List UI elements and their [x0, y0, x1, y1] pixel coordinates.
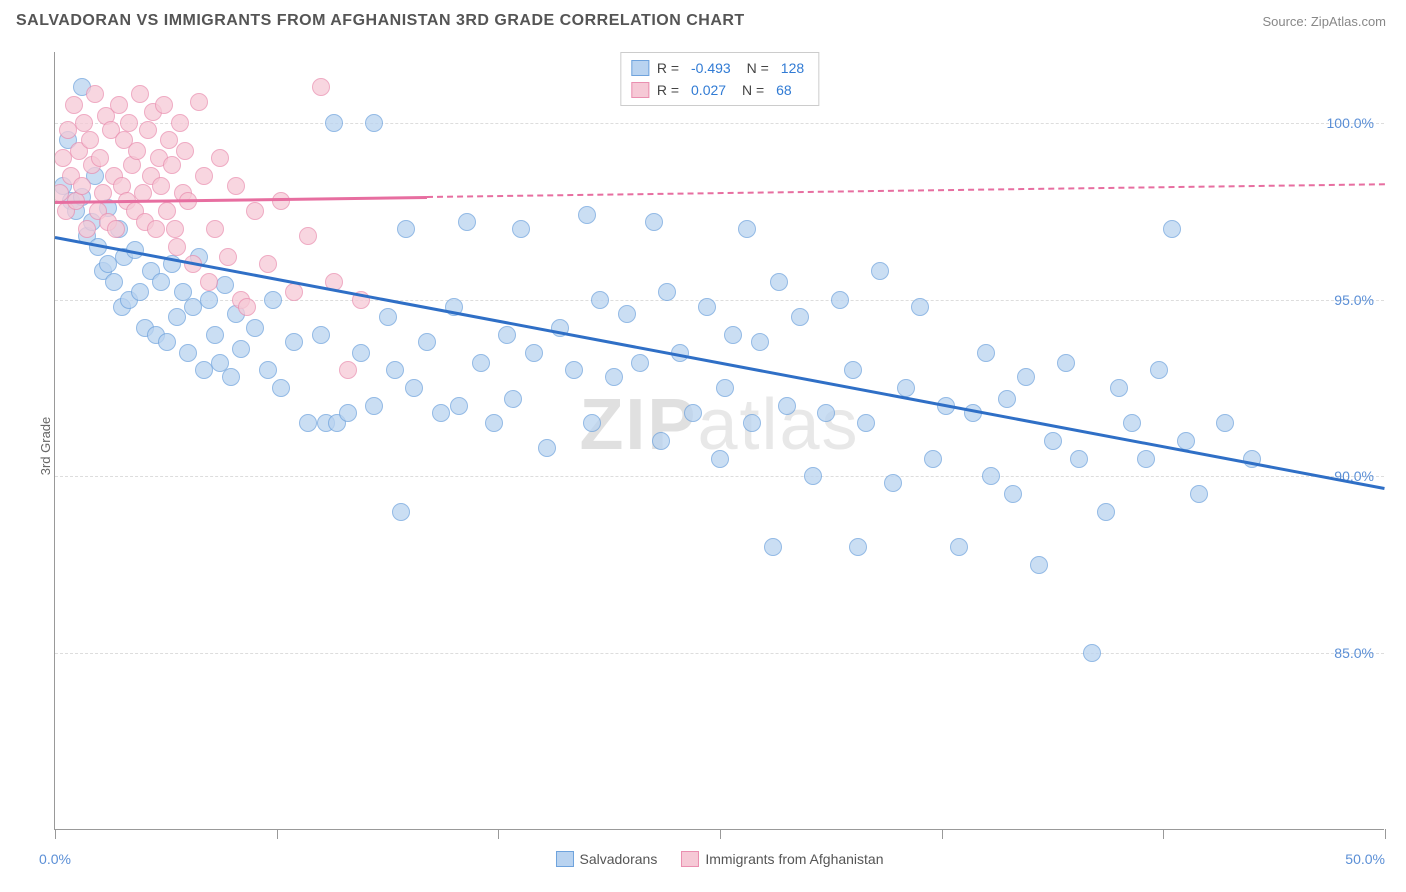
stat-r-2: 0.027 — [687, 79, 730, 101]
header: SALVADORAN VS IMMIGRANTS FROM AFGHANISTA… — [0, 0, 1406, 38]
trend-lines-layer — [55, 52, 1384, 829]
x-tick — [942, 829, 943, 839]
stat-label-r: R = — [657, 79, 679, 101]
stat-label-r: R = — [657, 57, 679, 79]
chart-plot-area: ZIPatlas R = -0.493 N = 128 R = 0.027 N … — [54, 52, 1384, 830]
x-tick-label: 50.0% — [1345, 851, 1385, 867]
legend-item-2: Immigrants from Afghanistan — [681, 851, 883, 867]
stat-r-1: -0.493 — [687, 57, 735, 79]
legend-swatch-2 — [681, 851, 699, 867]
stats-row-1: R = -0.493 N = 128 — [631, 57, 808, 79]
x-tick — [277, 829, 278, 839]
stat-label-n: N = — [743, 57, 769, 79]
x-tick — [1385, 829, 1386, 839]
legend-label-2: Immigrants from Afghanistan — [705, 851, 883, 867]
legend-swatch-1 — [555, 851, 573, 867]
y-axis-label: 3rd Grade — [38, 417, 53, 476]
x-tick — [720, 829, 721, 839]
trend-line — [55, 236, 1385, 490]
x-tick — [498, 829, 499, 839]
x-tick-label: 0.0% — [39, 851, 71, 867]
source-attribution: Source: ZipAtlas.com — [1262, 14, 1386, 29]
trend-line — [55, 196, 427, 203]
stats-row-2: R = 0.027 N = 68 — [631, 79, 808, 101]
stat-label-n: N = — [738, 79, 764, 101]
stat-n-1: 128 — [777, 57, 808, 79]
series-legend: Salvadorans Immigrants from Afghanistan — [555, 851, 883, 867]
swatch-salvadorans — [631, 60, 649, 76]
stats-legend: R = -0.493 N = 128 R = 0.027 N = 68 — [620, 52, 819, 106]
swatch-afghanistan — [631, 82, 649, 98]
stat-n-2: 68 — [772, 79, 796, 101]
legend-label-1: Salvadorans — [579, 851, 657, 867]
x-tick — [1163, 829, 1164, 839]
legend-item-1: Salvadorans — [555, 851, 657, 867]
chart-title: SALVADORAN VS IMMIGRANTS FROM AFGHANISTA… — [16, 12, 745, 30]
x-tick — [55, 829, 56, 839]
trend-line — [427, 183, 1385, 198]
